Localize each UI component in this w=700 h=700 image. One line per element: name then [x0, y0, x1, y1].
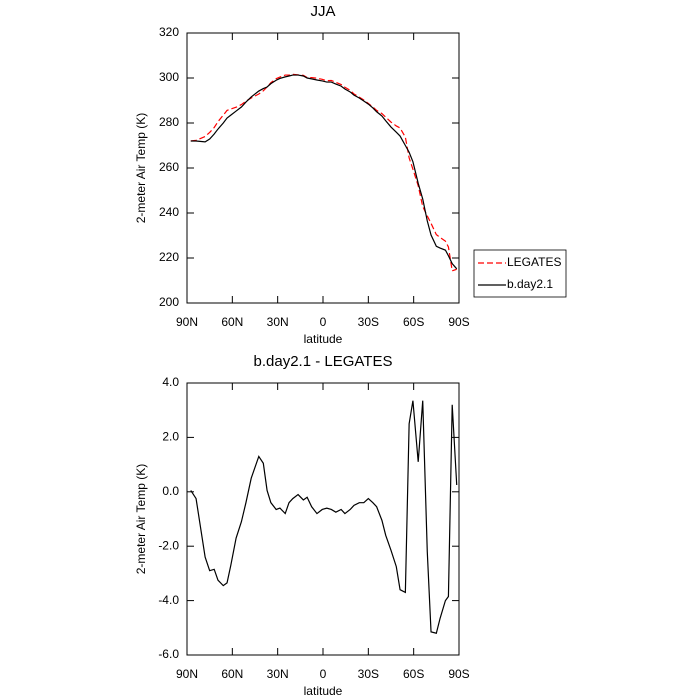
x-axis-label: latitude — [304, 332, 343, 346]
y-tick-label: 240 — [159, 205, 179, 219]
data-line — [190, 74, 458, 270]
chart-title: JJA — [310, 3, 335, 20]
plot-frame — [186, 382, 460, 656]
x-tick-label: 60S — [403, 315, 424, 329]
y-tick-label: 260 — [159, 160, 179, 174]
y-tick-label: 220 — [159, 250, 179, 264]
x-tick-label: 30S — [358, 667, 379, 681]
data-line — [190, 73, 457, 272]
x-tick-label: 0 — [320, 667, 327, 681]
y-tick-label: 0.0 — [162, 484, 179, 498]
y-tick-label: 320 — [159, 25, 179, 39]
x-tick-label: 30S — [358, 315, 379, 329]
x-axis-label: latitude — [304, 684, 343, 698]
y-tick-label: 300 — [159, 70, 179, 84]
y-axis-label: 2-meter Air Temp (K) — [134, 464, 148, 574]
x-tick-label: 60N — [221, 667, 243, 681]
data-line — [190, 400, 458, 634]
y-axis-label: 2-meter Air Temp (K) — [134, 113, 148, 223]
x-tick-label: 90N — [176, 315, 198, 329]
x-tick-label: 30N — [267, 315, 289, 329]
y-tick-label: 2.0 — [162, 430, 179, 444]
y-tick-label: 4.0 — [162, 375, 179, 389]
x-tick-label: 90S — [448, 315, 469, 329]
x-tick-label: 60N — [221, 315, 243, 329]
y-tick-label: -4.0 — [158, 593, 179, 607]
legend-label: LEGATES — [507, 255, 561, 269]
y-tick-label: 200 — [159, 295, 179, 309]
y-tick-label: -6.0 — [158, 647, 179, 661]
x-tick-label: 30N — [267, 667, 289, 681]
plot-frame — [186, 32, 460, 304]
x-tick-label: 60S — [403, 667, 424, 681]
y-tick-label: 280 — [159, 115, 179, 129]
x-tick-label: 90S — [448, 667, 469, 681]
x-tick-label: 90N — [176, 667, 198, 681]
x-tick-label: 0 — [320, 315, 327, 329]
legend-box — [473, 249, 567, 298]
y-tick-label: -2.0 — [158, 538, 179, 552]
legend-label: b.day2.1 — [507, 277, 553, 291]
chart-title: b.day2.1 - LEGATES — [254, 353, 393, 370]
